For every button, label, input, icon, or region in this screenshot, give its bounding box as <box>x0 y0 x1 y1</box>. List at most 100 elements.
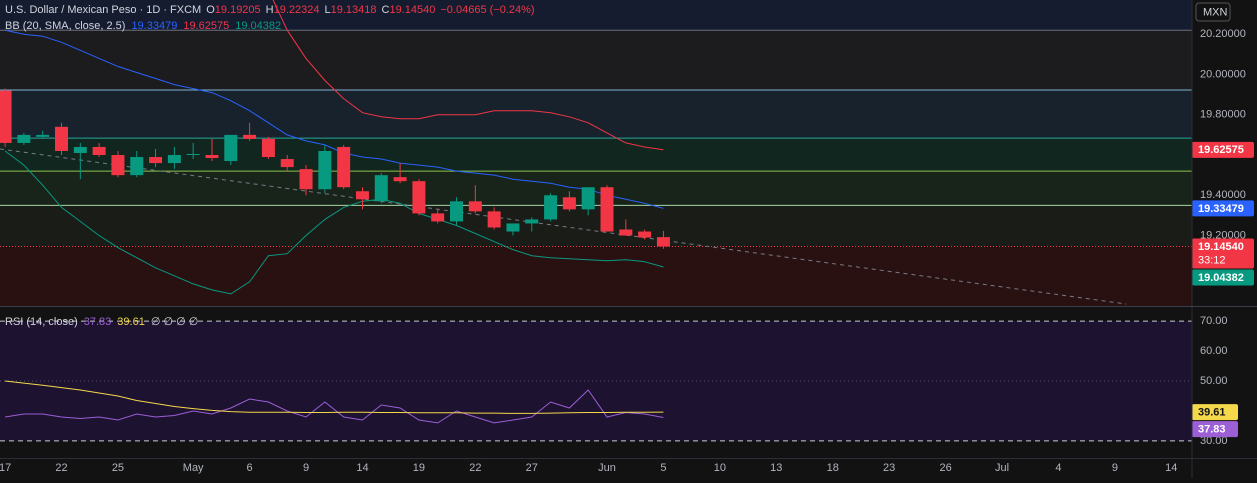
candle-body <box>111 155 125 176</box>
x-tick-label: Jul <box>995 462 1009 474</box>
x-tick-label: 26 <box>939 462 951 474</box>
zone <box>0 0 1192 31</box>
candle-body <box>581 187 595 210</box>
candle-body <box>205 155 219 159</box>
zone <box>0 138 1192 172</box>
x-tick-label: 22 <box>469 462 481 474</box>
candle-body <box>130 157 144 176</box>
x-tick-label: May <box>183 462 204 474</box>
rsi-line <box>5 380 664 414</box>
x-tick-label: 14 <box>356 462 368 474</box>
x-tick-label: 22 <box>55 462 67 474</box>
x-tick-label: 13 <box>770 462 782 474</box>
candle-body <box>619 229 633 236</box>
candle-body <box>355 191 369 200</box>
x-tick-label: 18 <box>827 462 839 474</box>
x-tick-label: 9 <box>1112 462 1118 474</box>
y-tick-label: 50.00 <box>1200 375 1228 387</box>
zone <box>0 205 1192 247</box>
candle-body <box>506 223 520 232</box>
x-tick-label: Jun <box>598 462 616 474</box>
countdown: 33:12 <box>1198 254 1226 266</box>
ohlc-value: 19.13418 <box>331 4 377 16</box>
zone <box>0 30 1192 90</box>
rsi-value-label: 39.61 <box>1198 407 1226 419</box>
candle-body <box>487 211 501 228</box>
x-tick-label: 9 <box>303 462 309 474</box>
candle-body <box>55 126 69 151</box>
rsi-extra: ∅ ∅ ∅ ∅ <box>151 316 199 328</box>
ohlc-value: 19.14540 <box>389 4 435 16</box>
symbol-title: U.S. Dollar / Mexican Peso · 1D · FXCM <box>5 4 201 16</box>
lower-band-label: 19.04382 <box>1198 272 1244 284</box>
lower-band-label-box <box>1192 269 1254 286</box>
candle-body <box>638 231 652 238</box>
currency-box <box>1195 2 1231 22</box>
x-tick-label: 23 <box>883 462 895 474</box>
candle-body <box>186 154 200 156</box>
middle-band-label: 19.33479 <box>1198 203 1244 215</box>
candle-body <box>243 134 257 139</box>
y-tick-label: 20.20000 <box>1200 28 1246 40</box>
overlay: 19.20000 19.40000 19.80000 20.00000 20.20000… <box>0 2 1254 474</box>
middle-band-label-box <box>1192 200 1254 217</box>
candle-body <box>36 134 50 137</box>
symbol-legend: U.S. Dollar / Mexican Peso · 1D · FXCM O1… <box>5 4 535 16</box>
candle-body <box>337 146 351 188</box>
candle-body <box>393 177 407 182</box>
upper-band-label: 19.62575 <box>1198 144 1244 156</box>
zone <box>0 171 1192 206</box>
ohlc-value: 19.22324 <box>274 4 320 16</box>
price-pane <box>0 0 1192 306</box>
y-tick-label: 19.80000 <box>1200 109 1246 121</box>
ohlc-value: 19.19205 <box>215 4 261 16</box>
bollinger-line <box>272 0 664 151</box>
x-tick-label: 17 <box>0 462 11 474</box>
candle-body <box>468 201 482 212</box>
candle-body <box>431 213 445 222</box>
candle-body <box>17 134 31 143</box>
candle-body <box>261 138 275 158</box>
y-tick-label: 19.40000 <box>1200 189 1246 201</box>
bollinger-line <box>4 150 664 295</box>
zone <box>0 246 1192 306</box>
indicator-title: BB (20, SMA, close, 2.5) <box>5 20 125 32</box>
x-tick-label: 5 <box>660 462 666 474</box>
last-price-label: 19.14540 <box>1198 241 1244 253</box>
x-tick-label: 25 <box>112 462 124 474</box>
x-tick-label: 27 <box>526 462 538 474</box>
x-tick-label: 4 <box>1055 462 1061 474</box>
candle-body <box>92 146 106 156</box>
ohlc-key: C <box>382 4 390 16</box>
y-tick-label: 30.00 <box>1200 435 1228 447</box>
candle-body <box>544 195 558 220</box>
candle-body <box>224 134 238 162</box>
y-tick-label: 19.20000 <box>1200 229 1246 241</box>
currency: MXN <box>1203 6 1228 18</box>
indicator-value: 19.33479 <box>131 20 177 32</box>
x-tick-label: 6 <box>247 462 253 474</box>
candle-body <box>600 187 614 232</box>
candle-body <box>0 90 12 143</box>
rsi-pane <box>0 320 1192 442</box>
trendline <box>0 148 1127 305</box>
rsi-value-label: 37.83 <box>1198 424 1226 436</box>
candle-body <box>167 155 181 164</box>
last-price-box <box>1192 238 1254 269</box>
candle-body <box>73 146 87 153</box>
candle-body <box>412 181 426 214</box>
indicator-value: 19.62575 <box>183 20 229 32</box>
candle-body <box>525 219 539 224</box>
upper-band-label-box <box>1192 141 1254 158</box>
indicator-legend: BB (20, SMA, close, 2.5) 19.33479 19.62575… <box>5 20 281 32</box>
y-tick-label: 20.00000 <box>1200 68 1246 80</box>
candle-body <box>562 197 576 210</box>
ohlc-key: L <box>325 4 331 16</box>
candle-body <box>656 237 670 247</box>
y-tick-label: 60.00 <box>1200 345 1228 357</box>
y-tick-label: 70.00 <box>1200 315 1228 327</box>
rsi-ma-value: 39.61 <box>117 316 145 328</box>
candle-body <box>280 159 294 168</box>
